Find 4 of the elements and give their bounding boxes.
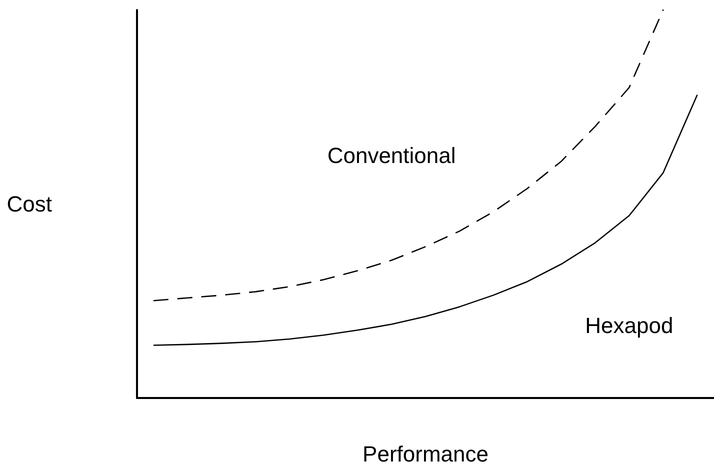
y-axis-title: Cost xyxy=(6,192,52,216)
text: Conventional xyxy=(327,142,456,168)
x-axis-title: Performance xyxy=(362,442,488,466)
text: Hexapod xyxy=(585,313,674,338)
